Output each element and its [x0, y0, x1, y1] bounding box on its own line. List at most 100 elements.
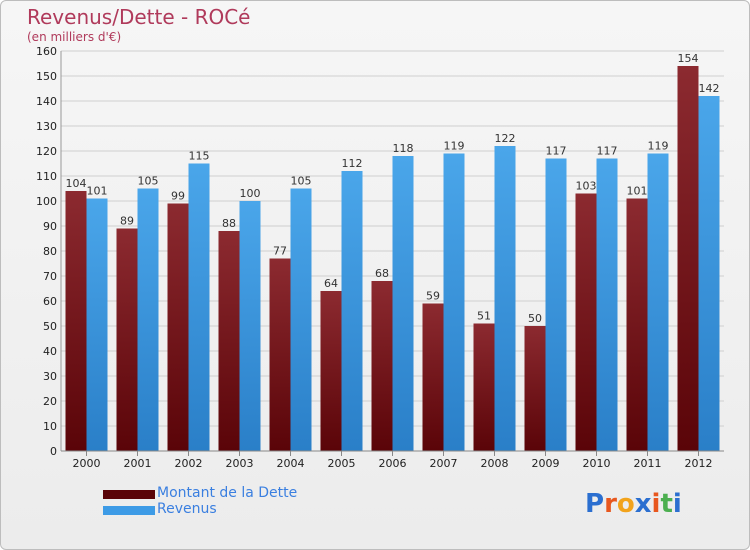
x-tick-label: 2004 — [277, 457, 305, 470]
y-tick-label: 80 — [43, 245, 57, 258]
bars: 1041018910599115881007710564112681185911… — [65, 52, 720, 451]
bar-revenus — [239, 201, 261, 451]
data-label: 104 — [66, 177, 87, 190]
proxiti-logo: Proxiti — [585, 489, 682, 519]
bar-dette — [371, 281, 393, 451]
data-label: 51 — [477, 310, 491, 323]
data-label: 103 — [576, 180, 597, 193]
y-tick-label: 20 — [43, 395, 57, 408]
y-tick-label: 70 — [43, 270, 57, 283]
data-label: 99 — [171, 190, 185, 203]
y-tick-label: 50 — [43, 320, 57, 333]
y-tick-label: 10 — [43, 420, 57, 433]
x-tick-label: 2002 — [175, 457, 203, 470]
x-tick-label: 2007 — [430, 457, 458, 470]
logo-letter: i — [672, 489, 682, 519]
legend-swatch-revenus — [103, 506, 155, 515]
bar-dette — [167, 203, 189, 451]
data-label: 118 — [393, 142, 414, 155]
data-label: 142 — [699, 82, 720, 95]
chart-subtitle: (en milliers d'€) — [27, 30, 122, 44]
data-label: 119 — [648, 140, 669, 153]
bar-dette — [626, 198, 648, 451]
logo-letter: r — [604, 489, 617, 519]
data-label: 59 — [426, 290, 440, 303]
logo-letter: i — [651, 489, 661, 519]
data-label: 115 — [189, 150, 210, 163]
x-tick-label: 2001 — [124, 457, 152, 470]
data-label: 101 — [627, 185, 648, 198]
x-tick-label: 2006 — [379, 457, 407, 470]
y-tick-label: 30 — [43, 370, 57, 383]
data-label: 88 — [222, 217, 236, 230]
y-tick-label: 150 — [36, 70, 57, 83]
bar-revenus — [392, 156, 414, 451]
y-tick-label: 90 — [43, 220, 57, 233]
bar-revenus — [86, 198, 108, 451]
bar-revenus — [545, 158, 567, 451]
y-tick-label: 130 — [36, 120, 57, 133]
y-tick-label: 110 — [36, 170, 57, 183]
y-axis: 0 10 20 30 40 50 60 70 80 90 100 110 120 130 140 150 160 — [36, 45, 57, 458]
bar-revenus — [698, 96, 720, 451]
x-tick-label: 2000 — [73, 457, 101, 470]
x-tick-label: 2009 — [532, 457, 560, 470]
bar-revenus — [188, 163, 210, 451]
legend-label-dette: Montant de la Dette — [157, 485, 298, 501]
legend-swatch-dette — [103, 490, 155, 499]
bar-dette — [524, 326, 546, 451]
logo-letter: t — [660, 489, 673, 519]
x-tick-label: 2008 — [481, 457, 509, 470]
data-label: 117 — [597, 145, 618, 158]
data-label: 117 — [546, 145, 567, 158]
bar-dette — [116, 228, 138, 451]
y-tick-label: 40 — [43, 345, 57, 358]
data-label: 105 — [138, 175, 159, 188]
x-tick-label: 2005 — [328, 457, 356, 470]
bar-revenus — [443, 153, 465, 451]
bar-dette — [422, 303, 444, 451]
y-tick-label: 140 — [36, 95, 57, 108]
bar-dette — [677, 66, 699, 451]
logo-letter: x — [634, 489, 652, 519]
data-label: 100 — [240, 187, 261, 200]
legend-label-revenus: Revenus — [157, 501, 217, 517]
y-tick-label: 160 — [36, 45, 57, 58]
y-tick-label: 0 — [50, 445, 57, 458]
bar-revenus — [341, 171, 363, 451]
logo-letter: o — [616, 489, 635, 519]
bar-dette — [269, 258, 291, 451]
x-tick-label: 2012 — [685, 457, 713, 470]
x-tick-label: 2010 — [583, 457, 611, 470]
data-label: 77 — [273, 245, 287, 258]
bar-revenus — [494, 146, 516, 451]
logo-letter: P — [585, 489, 605, 519]
data-label: 112 — [342, 157, 363, 170]
data-label: 89 — [120, 215, 134, 228]
y-tick-label: 60 — [43, 295, 57, 308]
data-label: 154 — [678, 52, 699, 65]
data-label: 101 — [87, 185, 108, 198]
data-label: 122 — [495, 132, 516, 145]
x-tick-label: 2003 — [226, 457, 254, 470]
data-label: 68 — [375, 267, 389, 280]
bar-revenus — [290, 188, 312, 451]
y-tick-label: 120 — [36, 145, 57, 158]
x-tick-label: 2011 — [634, 457, 662, 470]
data-label: 105 — [291, 175, 312, 188]
data-label: 50 — [528, 312, 542, 325]
bar-revenus — [137, 188, 159, 451]
x-axis: 2000 2001 2002 2003 2004 2005 2006 2007 2008 2009… — [61, 450, 724, 470]
bar-dette — [473, 323, 495, 451]
data-label: 119 — [444, 140, 465, 153]
bar-dette — [575, 193, 597, 451]
bar-revenus — [647, 153, 669, 451]
data-label: 64 — [324, 277, 338, 290]
bar-revenus — [596, 158, 618, 451]
y-tick-label: 100 — [36, 195, 57, 208]
bar-dette — [320, 291, 342, 451]
bar-dette — [65, 191, 87, 451]
chart-title: Revenus/Dette - ROCé — [27, 5, 251, 29]
